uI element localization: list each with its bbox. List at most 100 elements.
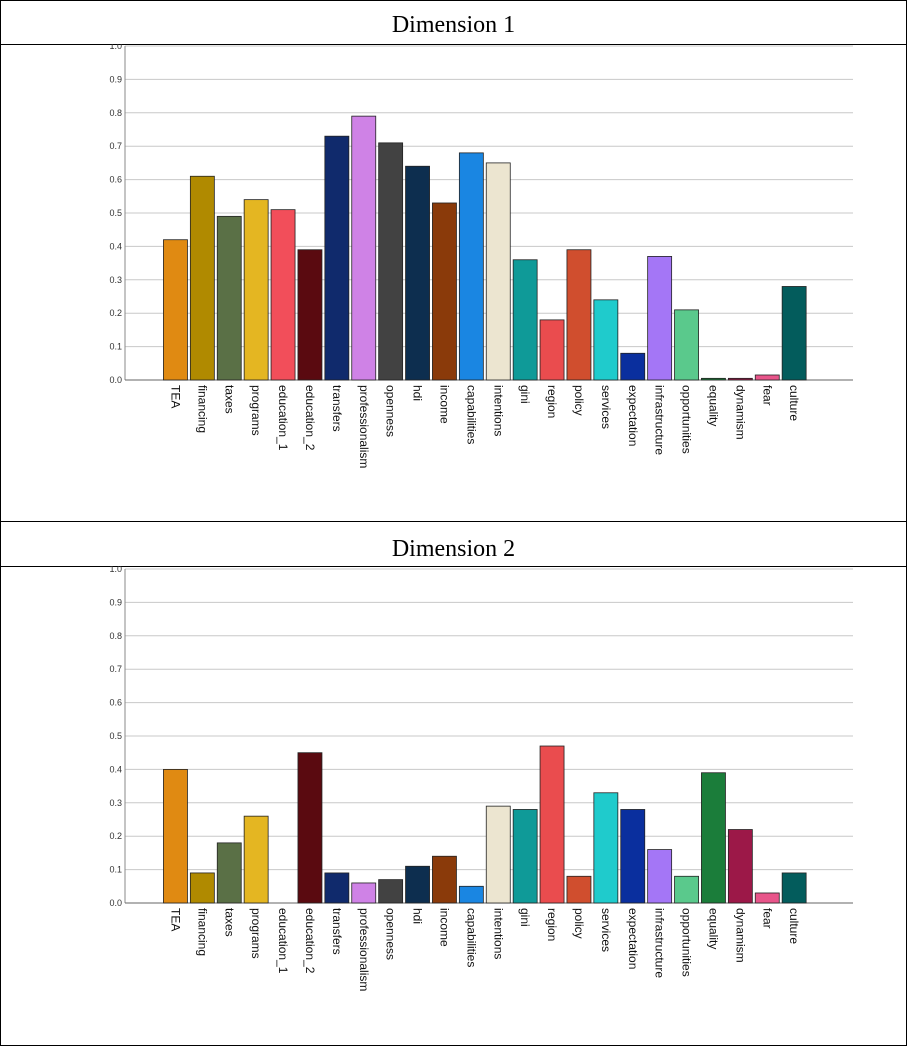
x-tick-label: policy — [572, 385, 586, 416]
dimension-1-title: Dimension 1 — [391, 12, 516, 38]
bar — [620, 809, 646, 904]
x-tick-label: policy — [572, 908, 586, 939]
bar — [297, 249, 323, 381]
bar — [378, 879, 404, 904]
y-tick-label: 0.4 — [109, 764, 122, 774]
y-tick-label: 0.5 — [109, 208, 122, 218]
y-tick-label: 0.0 — [109, 375, 122, 385]
bar — [163, 239, 188, 381]
x-tick-label: taxes — [222, 908, 236, 937]
dimension-2-chart: 0.0 0.1 0.2 0.3 0.4 0.5 0.6 0.7 0.8 0.9 1.0 TEA fina… — [109, 566, 853, 991]
x-tick-label: gini — [518, 385, 532, 404]
bar — [701, 772, 726, 904]
bar — [243, 199, 269, 381]
bar — [216, 842, 242, 904]
bar — [324, 135, 350, 381]
x-tick-label: transfers — [330, 385, 344, 432]
x-tick-label: financing — [195, 908, 209, 956]
x-tick-label: services — [599, 908, 613, 952]
x-tick-label: equality — [706, 385, 720, 426]
x-tick-label: education_2 — [303, 908, 317, 974]
x-tick-label: culture — [787, 385, 801, 421]
table-divider — [0, 44, 907, 45]
bar — [674, 875, 699, 904]
bar — [593, 299, 619, 381]
x-tick-label: opportunities — [680, 385, 694, 454]
bar — [324, 872, 350, 904]
bar — [727, 829, 753, 904]
bar — [593, 792, 619, 904]
bar — [378, 142, 404, 381]
y-tick-label: 0.0 — [109, 898, 122, 908]
x-tick-label: expectation — [626, 908, 640, 969]
x-tick-label: professionalism — [357, 908, 371, 991]
dimension-2-title: Dimension 2 — [391, 536, 516, 562]
x-tick-label: openness — [384, 908, 398, 960]
y-tick-label: 0.2 — [109, 831, 122, 841]
y-tick-label: 0.3 — [109, 798, 122, 808]
bar — [620, 352, 646, 381]
x-tick-label: gini — [518, 908, 532, 927]
bar — [727, 377, 753, 381]
bar — [485, 162, 511, 381]
bar — [512, 809, 538, 904]
x-tick-label: culture — [787, 908, 801, 944]
bar — [458, 152, 484, 381]
y-tick-label: 0.5 — [109, 731, 122, 741]
y-tick-label: 0.9 — [109, 74, 122, 84]
x-tick-label: income — [437, 385, 451, 424]
bar — [432, 202, 457, 381]
x-tick-label: region — [545, 908, 559, 941]
x-tick-label: dynamism — [733, 908, 747, 963]
x-tick-label: professionalism — [357, 385, 371, 468]
y-tick-label: 0.9 — [109, 597, 122, 607]
x-tick-label: services — [599, 385, 613, 429]
x-tick-label: programs — [249, 385, 263, 436]
x-tick-label: education_2 — [303, 385, 317, 451]
x-tick-label: infrastructure — [653, 908, 667, 978]
y-tick-label: 0.8 — [109, 631, 122, 641]
y-tick-label: 0.7 — [109, 141, 122, 151]
x-tick-label: taxes — [222, 385, 236, 414]
x-tick-label: region — [545, 385, 559, 418]
bar — [566, 249, 592, 381]
y-tick-label: 0.8 — [109, 108, 122, 118]
x-tick-label: intentions — [491, 908, 505, 959]
y-tick-label: 0.6 — [109, 698, 122, 708]
x-tick-label: infrastructure — [653, 385, 667, 455]
table-divider — [0, 566, 907, 567]
y-tick-label: 0.1 — [109, 865, 122, 875]
x-tick-label: capabilities — [464, 908, 478, 967]
bar — [701, 377, 726, 381]
bar — [297, 752, 323, 904]
x-tick-label: hdi — [411, 908, 425, 924]
bar — [405, 865, 430, 904]
bar — [216, 215, 242, 381]
bar — [163, 768, 188, 904]
bar — [243, 815, 269, 904]
bar — [647, 849, 673, 904]
x-tick-label: openness — [384, 385, 398, 437]
x-tick-label: expectation — [626, 385, 640, 446]
bar — [674, 309, 699, 381]
bar — [539, 745, 565, 904]
y-tick-label: 0.7 — [109, 664, 122, 674]
bar — [781, 872, 807, 904]
y-tick-label: 0.1 — [109, 342, 122, 352]
bar — [566, 875, 592, 904]
x-tick-label: equality — [706, 908, 720, 949]
x-tick-label: fear — [760, 385, 774, 406]
x-tick-label: TEA — [168, 908, 182, 931]
bar — [485, 805, 511, 904]
x-tick-label: income — [437, 908, 451, 947]
x-tick-label: dynamism — [733, 385, 747, 440]
x-tick-label: intentions — [491, 385, 505, 436]
x-tick-label: programs — [249, 908, 263, 959]
y-tick-label: 0.4 — [109, 241, 122, 251]
bar — [512, 259, 538, 381]
bar — [432, 855, 457, 904]
bar — [189, 175, 215, 381]
bar — [405, 165, 430, 381]
bar — [189, 872, 215, 904]
y-tick-label: 1.0 — [109, 566, 122, 574]
